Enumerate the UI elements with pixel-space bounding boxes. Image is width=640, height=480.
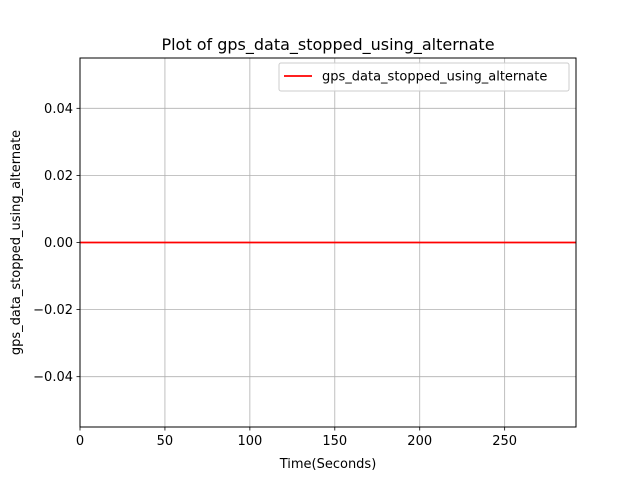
x-tick-label: 50 — [157, 434, 174, 449]
legend-label: gps_data_stopped_using_alternate — [322, 70, 547, 85]
x-tick-label: 200 — [407, 434, 432, 449]
legend: gps_data_stopped_using_alternate — [278, 62, 570, 92]
y-tick-label: 0.00 — [44, 236, 73, 251]
chart-title: Plot of gps_data_stopped_using_alternate — [161, 35, 494, 55]
x-tick-label: 150 — [322, 434, 347, 449]
x-tick-label: 250 — [492, 434, 517, 449]
y-tick-label: 0.02 — [44, 169, 73, 184]
x-axis: 0 50 100 150 200 250 — [76, 427, 517, 449]
y-axis-label: gps_data_stopped_using_alternate — [9, 130, 24, 355]
y-tick-label: −0.02 — [33, 303, 73, 318]
y-axis: −0.04 −0.02 0.00 0.02 0.04 — [33, 102, 80, 385]
y-tick-label: 0.04 — [44, 102, 73, 117]
x-axis-label: Time(Seconds) — [279, 457, 377, 472]
y-tick-label: −0.04 — [33, 370, 73, 385]
x-tick-label: 0 — [76, 434, 84, 449]
x-tick-label: 100 — [237, 434, 262, 449]
legend-box — [278, 62, 570, 92]
